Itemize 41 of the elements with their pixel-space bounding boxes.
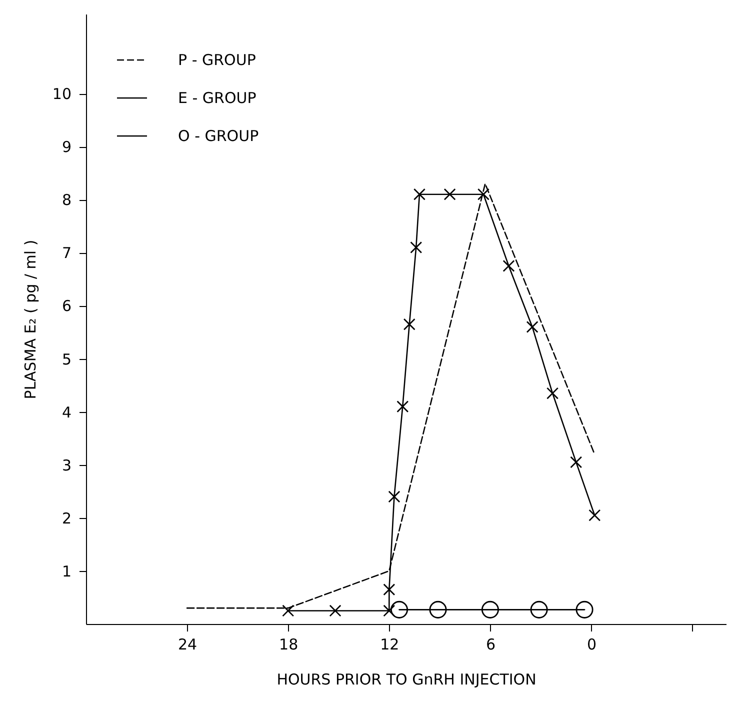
y-tick-label: 6 bbox=[62, 297, 72, 316]
point bbox=[481, 600, 499, 618]
point bbox=[396, 400, 409, 413]
point bbox=[444, 188, 456, 200]
point bbox=[502, 260, 515, 272]
legend-label: P - GROUP bbox=[178, 51, 256, 69]
y-tick-label: 10 bbox=[52, 85, 72, 104]
point bbox=[546, 387, 559, 400]
point bbox=[410, 241, 422, 254]
point bbox=[413, 188, 426, 200]
legend-label: O - GROUP bbox=[178, 127, 259, 145]
x-tick-label: 0 bbox=[586, 636, 597, 654]
point bbox=[390, 600, 408, 618]
y-tick-label: 3 bbox=[62, 456, 72, 474]
point bbox=[588, 509, 601, 522]
x-tick-label: 18 bbox=[279, 636, 298, 654]
y-tick-label: 5 bbox=[62, 350, 72, 368]
x-axis-title: HOURS PRIOR TO GnRH INJECTION bbox=[276, 670, 536, 688]
point bbox=[383, 604, 396, 617]
point bbox=[329, 604, 342, 617]
y-tick-label: 2 bbox=[62, 509, 72, 528]
point bbox=[477, 188, 490, 200]
x-tick-label: 24 bbox=[178, 636, 198, 654]
y-tick-label: 4 bbox=[62, 403, 72, 422]
point bbox=[429, 600, 447, 618]
point bbox=[282, 604, 294, 617]
point bbox=[403, 318, 416, 330]
point bbox=[576, 600, 594, 618]
x-tick-label: 6 bbox=[486, 636, 496, 654]
y-tick-label: 1 bbox=[62, 562, 72, 580]
point bbox=[388, 490, 400, 503]
y-tick-label: 9 bbox=[62, 138, 72, 156]
x-tick-label: 12 bbox=[380, 636, 400, 654]
legend-label: E - GROUP bbox=[178, 89, 256, 107]
point bbox=[570, 456, 582, 468]
y-tick-label: 8 bbox=[62, 191, 72, 210]
point bbox=[526, 320, 538, 333]
y-tick-label: 7 bbox=[62, 244, 72, 262]
point bbox=[530, 600, 548, 618]
y-axis-title: PLASMA E₂ ( pg / ml ) bbox=[21, 240, 40, 400]
point bbox=[383, 584, 396, 596]
